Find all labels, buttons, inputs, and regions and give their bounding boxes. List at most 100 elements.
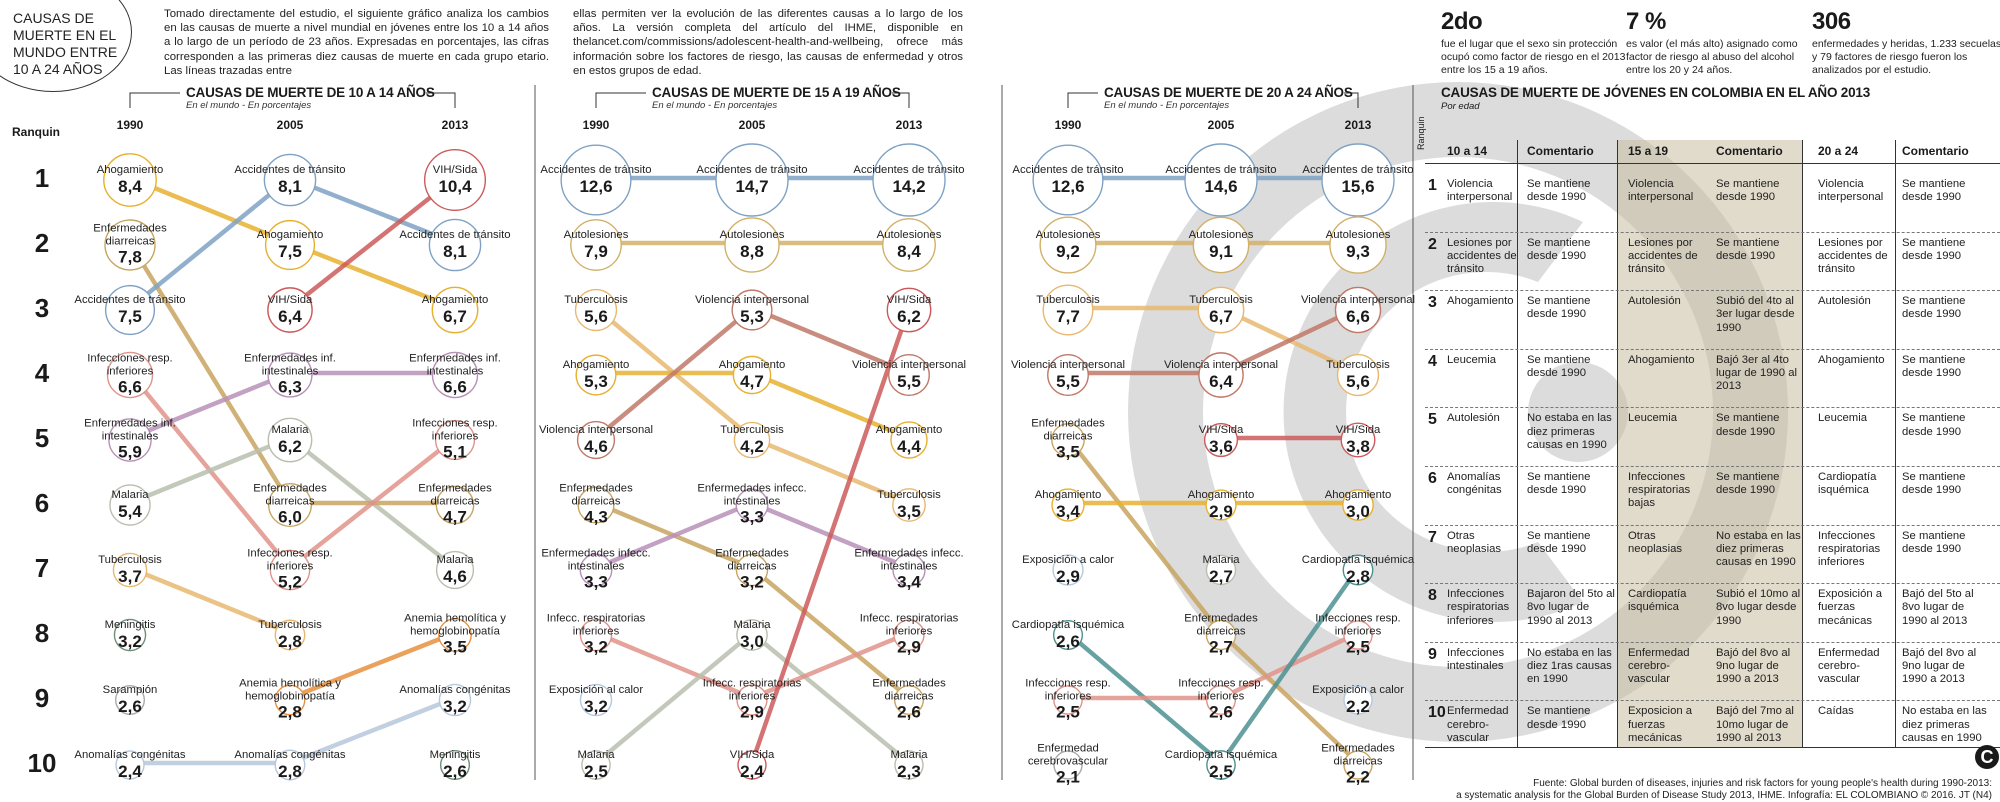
cause-label: Autolesiones — [1035, 228, 1101, 241]
cause-circle — [104, 284, 156, 336]
cause-label: Anemia hemolítica y hemoglobinopatía — [239, 677, 341, 703]
year-label: 2005 — [1207, 118, 1235, 132]
cause-node: Infecciones resp. inferiores 5,2 — [230, 548, 350, 593]
cause-circle — [1198, 352, 1244, 398]
cause-circle — [1205, 684, 1237, 716]
cause-circle — [108, 418, 152, 462]
cause-label: Infecciones resp. inferiores — [1025, 677, 1111, 703]
cause-circle — [1032, 144, 1104, 216]
table-cell: Enfermedad cerebro-vascular — [1818, 646, 1880, 686]
cause-circle — [872, 143, 946, 217]
cause-node: Ahogamiento 8,4 — [70, 164, 190, 197]
cause-label: Anomalías congénitas — [399, 683, 511, 696]
stat-block-3: 306 enfermedades y heridas, 1.233 secuel… — [1812, 8, 2000, 77]
cause-label: Ahogamiento — [718, 358, 786, 371]
cause-node: Tuberculosis 3,7 — [70, 554, 190, 587]
cause-label: Autolesiones — [719, 228, 785, 241]
cause-label: VIH/Sida — [432, 163, 478, 176]
cause-value: 3,5 — [1056, 442, 1080, 462]
cause-value: 8,8 — [740, 241, 764, 261]
cause-node: VIH/Sida 10,4 — [395, 164, 515, 197]
cause-value: 8,4 — [118, 176, 142, 196]
table-row-line — [1425, 231, 2000, 233]
trend-line — [749, 630, 912, 766]
stat-block-2: 7 % es valor (el más alto) asignado como… — [1626, 8, 1816, 77]
cause-node: VIH/Sida 2,4 — [692, 749, 812, 782]
stat-text: es valor (el más alto) asignado como fac… — [1626, 38, 1798, 76]
cause-node: Ahogamiento 7,5 — [230, 229, 350, 262]
trend-line — [287, 630, 458, 701]
cause-node: Enfermedades diarreicas 7,8 — [70, 223, 190, 268]
cause-label: Cardiopatía isquémica — [1301, 553, 1415, 566]
table-cell: Se mantiene desde 1990 — [1902, 471, 1966, 497]
cause-circle — [732, 355, 772, 395]
trend-line — [287, 240, 458, 311]
cause-value: 14,2 — [892, 176, 926, 196]
cause-label: Malaria — [577, 748, 615, 761]
table-cell: Violencia interpersonal — [1818, 178, 1884, 204]
cause-value: 2,7 — [1209, 566, 1233, 586]
cause-circle — [570, 219, 622, 271]
table-cell: Otras neoplasias — [1447, 529, 1502, 555]
table-rank: 6 — [1428, 470, 1437, 487]
table-cell: Se mantiene desde 1990 — [1527, 529, 1591, 555]
trend-line — [287, 435, 458, 571]
cause-label: Cardiopatía isquémica — [1164, 748, 1278, 761]
cause-node: Accidentes de tránsito 8,1 — [230, 164, 350, 197]
cause-value: 2,6 — [897, 702, 921, 722]
cause-value: 3,2 — [584, 637, 608, 657]
cause-label: Malaria — [271, 423, 309, 436]
cause-label: Malaria — [1202, 553, 1240, 566]
rank-number: 2 — [34, 228, 50, 258]
cause-circle — [435, 485, 475, 525]
cause-label: Accidentes de tránsito — [234, 163, 346, 176]
source-note: Fuente: Global burden of diseases, injur… — [1456, 778, 1992, 802]
cause-label: Tuberculosis — [1036, 293, 1100, 306]
cause-value: 7,5 — [278, 241, 302, 261]
cause-circle — [1053, 750, 1083, 780]
cause-label: VIH/Sida — [729, 748, 775, 761]
cause-circle — [1053, 685, 1083, 715]
cause-label: Enfermedades inf. intestinales — [409, 352, 501, 378]
cause-label: Autolesiones — [563, 228, 629, 241]
rank-number: 10 — [27, 748, 57, 778]
cause-label: Accidentes de tránsito — [1012, 163, 1124, 176]
table-header: Comentario — [1716, 144, 1783, 158]
cause-node: Autolesiones 8,4 — [849, 229, 969, 262]
trend-line — [593, 500, 755, 571]
cause-node: Malaria 2,3 — [849, 749, 969, 782]
cause-value: 2,7 — [1209, 637, 1233, 657]
cause-value: 9,3 — [1346, 241, 1370, 261]
table-rank: 5 — [1428, 411, 1437, 429]
table-cell: Leucemia — [1628, 412, 1677, 425]
rank-number: 1 — [34, 163, 50, 193]
cause-value: 8,1 — [278, 176, 302, 196]
cause-node: Autolesiones 8,8 — [692, 229, 812, 262]
table-cell: Infecciones respiratorias inferiores — [1818, 529, 1881, 568]
year-label: 1990 — [582, 118, 610, 132]
table-cell: Se mantiene desde 1990 — [1902, 236, 1966, 262]
cause-value: 7,7 — [1056, 306, 1080, 326]
cause-value: 5,2 — [278, 572, 302, 592]
cause-circle — [736, 619, 768, 651]
cause-value: 6,0 — [278, 507, 302, 527]
cause-node: Ahogamiento 3,4 — [1008, 489, 1128, 522]
cause-circle — [1205, 489, 1237, 521]
table-header: Comentario — [1902, 144, 1969, 158]
table-cell: Subió del 4to al 3er lugar desde 1990 — [1716, 295, 1795, 334]
cause-value: 6,2 — [897, 306, 921, 326]
cause-node: VIH/Sida 6,4 — [230, 294, 350, 327]
cause-label: Infecciones resp. inferiores — [1315, 612, 1401, 638]
cause-circle — [1205, 619, 1237, 651]
table-cell: Violencia interpersonal — [1447, 178, 1513, 204]
table-cell: Se mantiene desde 1990 — [1902, 529, 1966, 555]
cause-label: Ahogamiento — [1034, 488, 1102, 501]
cause-node: Enfermedad cerebrovascular 2,1 — [1008, 743, 1128, 788]
cause-label: Ahogamiento — [875, 423, 943, 436]
trend-line — [127, 435, 293, 506]
cause-label: Ahogamiento — [421, 293, 489, 306]
trend-line — [1218, 630, 1361, 766]
table-cell: Exposicion a fuerzas mecánicas — [1628, 705, 1693, 744]
table-cell: Infecciones respiratorias bajas — [1628, 471, 1691, 510]
